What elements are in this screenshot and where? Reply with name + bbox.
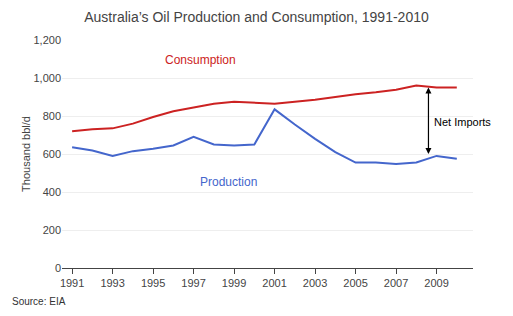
svg-text:2009: 2009 <box>424 277 448 289</box>
svg-text:1993: 1993 <box>100 277 124 289</box>
svg-text:Thousand bbl/d: Thousand bbl/d <box>20 116 32 192</box>
svg-text:200: 200 <box>43 224 61 236</box>
svg-text:400: 400 <box>43 186 61 198</box>
svg-text:1995: 1995 <box>141 277 165 289</box>
svg-text:2007: 2007 <box>384 277 408 289</box>
svg-text:2001: 2001 <box>262 277 286 289</box>
svg-text:1991: 1991 <box>60 277 84 289</box>
svg-text:600: 600 <box>43 148 61 160</box>
svg-text:1,200: 1,200 <box>33 34 61 46</box>
svg-text:Consumption: Consumption <box>165 53 236 67</box>
svg-text:Production: Production <box>200 175 257 189</box>
svg-text:1999: 1999 <box>222 277 246 289</box>
svg-text:1997: 1997 <box>181 277 205 289</box>
svg-text:2005: 2005 <box>343 277 367 289</box>
svg-text:Australia’s Oil Production and: Australia’s Oil Production and Consumpti… <box>84 9 429 25</box>
svg-text:2003: 2003 <box>303 277 327 289</box>
svg-text:Net Imports: Net Imports <box>434 116 491 128</box>
svg-text:Source: EIA: Source: EIA <box>12 296 66 307</box>
svg-text:0: 0 <box>55 262 61 274</box>
svg-text:1,000: 1,000 <box>33 72 61 84</box>
svg-text:800: 800 <box>43 110 61 122</box>
